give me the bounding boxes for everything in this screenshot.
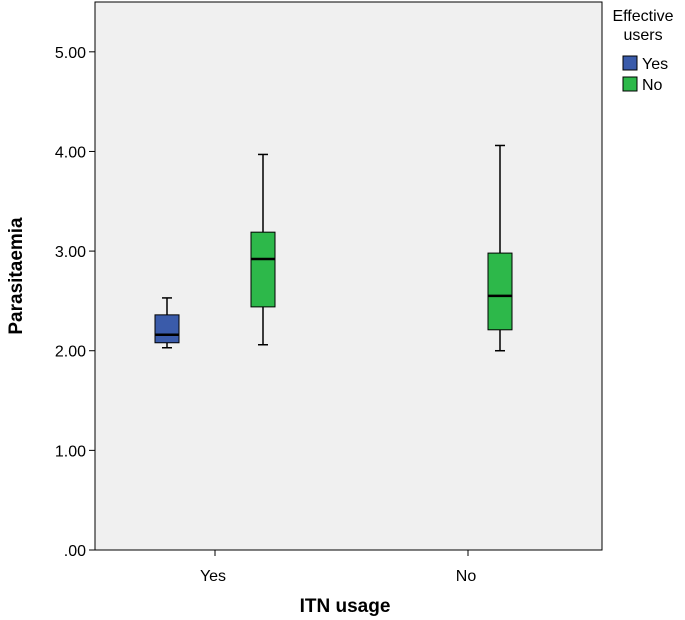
x-tick-label: Yes — [200, 568, 226, 585]
y-tick-label: 2.00 — [55, 344, 86, 361]
box-iqr — [250, 231, 276, 308]
y-tick-label: 3.00 — [55, 244, 86, 261]
legend-swatch-yes — [622, 55, 638, 71]
y-tick-label: 5.00 — [55, 45, 86, 62]
x-tick-label: No — [456, 568, 477, 585]
legend-title-line-1: Effective — [612, 8, 673, 25]
box-no-yes — [250, 153, 276, 346]
legend-title-line-2: users — [623, 27, 662, 44]
box-group — [154, 144, 513, 352]
y-tick-label: 4.00 — [55, 144, 86, 161]
plot-area — [94, 1, 603, 551]
y-axis: .00 1.00 2.00 3.00 4.00 5.00 — [55, 45, 95, 560]
legend-entry-no: No — [642, 77, 663, 94]
box-no-no — [487, 144, 513, 352]
y-tick-label: 1.00 — [55, 443, 86, 460]
y-axis-label: Parasitaemia — [6, 217, 27, 335]
x-axis: Yes No — [200, 550, 476, 585]
y-tick-label: .00 — [64, 543, 86, 560]
legend: Effective users Yes No — [612, 8, 673, 94]
box-iqr — [154, 314, 180, 344]
box-iqr — [487, 252, 513, 331]
x-axis-label: ITN usage — [300, 596, 391, 617]
legend-swatch-no — [622, 76, 638, 92]
box-yes-yes — [154, 297, 180, 349]
legend-entry-yes: Yes — [642, 56, 668, 73]
